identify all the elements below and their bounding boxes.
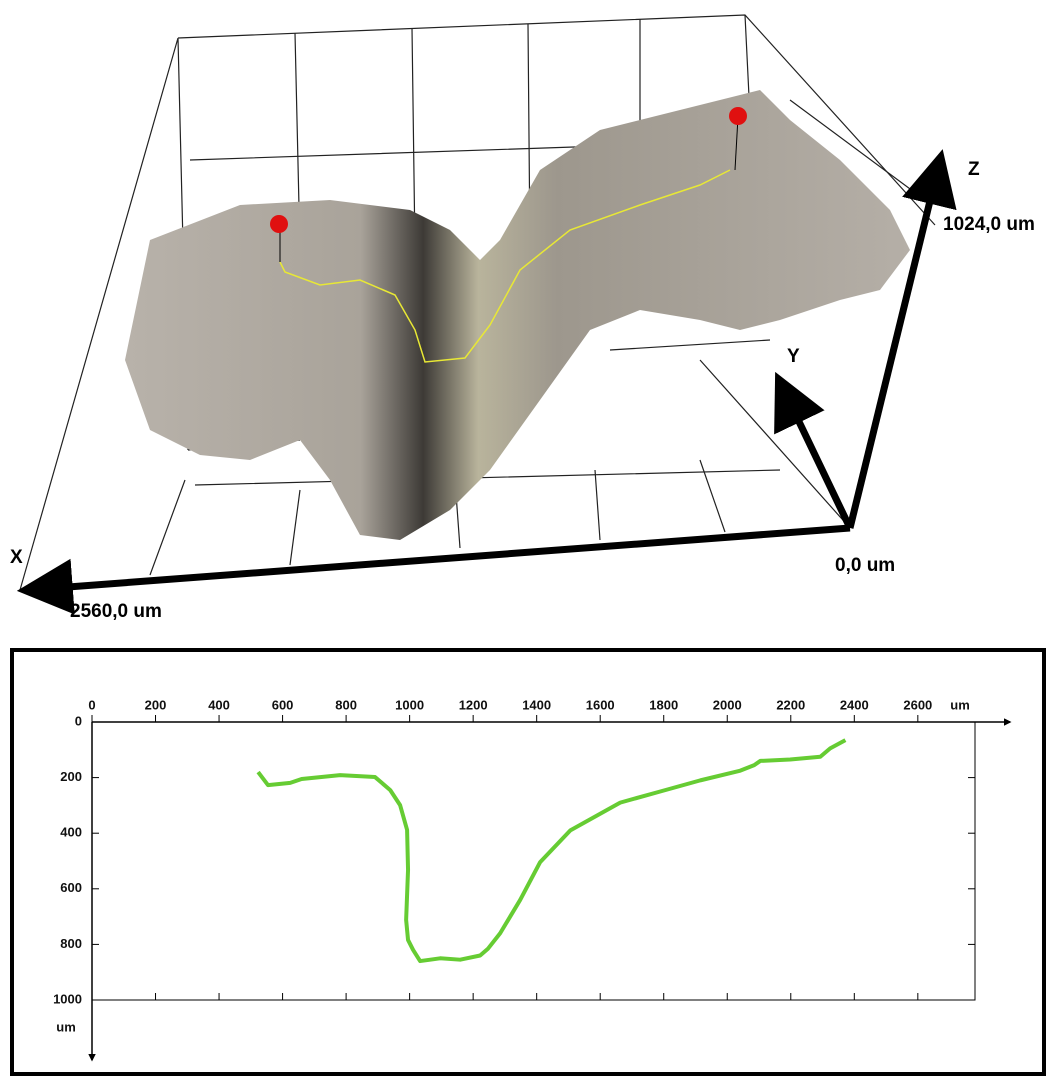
surface [125, 90, 910, 540]
y-tick-label: 0 [75, 713, 82, 728]
z-extent-label: 1024,0 um [943, 214, 1035, 235]
y-unit-label: um [56, 1019, 76, 1034]
y-tick-label: 600 [60, 880, 82, 895]
pin-head [270, 215, 288, 233]
x-tick-label: 2400 [840, 697, 869, 712]
y-tick-label: 200 [60, 769, 82, 784]
x-tick-label: 400 [208, 697, 230, 712]
y-tick-label: 400 [60, 825, 82, 840]
x-unit-label: um [950, 697, 970, 712]
chart-frame [12, 650, 1044, 1074]
figure: X 2560,0 um Y Z 1024,0 um 0,0 um 0 200 400… [0, 0, 1058, 1077]
profile-line [258, 740, 845, 961]
y-axis-label: Y [787, 346, 800, 367]
x-tick-label: 600 [272, 697, 294, 712]
origin-label: 0,0 um [835, 555, 895, 576]
x-tick-label: 1400 [522, 697, 551, 712]
x-tick-label: 2200 [776, 697, 805, 712]
x-tick-label: 1600 [586, 697, 615, 712]
x-tick-label: 2000 [713, 697, 742, 712]
x-tick-label: 2600 [903, 697, 932, 712]
pin-head [729, 107, 747, 125]
x-tick-label: 200 [145, 697, 167, 712]
z-axis-label: Z [968, 159, 980, 180]
x-tick-label: 0 [88, 697, 95, 712]
x-axis-label: X [10, 547, 23, 568]
x-extent-label: 2560,0 um [70, 601, 162, 622]
plot-area [92, 722, 975, 1000]
y-tick-label: 1000 [53, 991, 82, 1006]
y-tick-label: 800 [60, 936, 82, 951]
x-tick-label: 1200 [459, 697, 488, 712]
x-tick-label: 1800 [649, 697, 678, 712]
x-tick-label: 800 [335, 697, 357, 712]
x-tick-label: 1000 [395, 697, 424, 712]
